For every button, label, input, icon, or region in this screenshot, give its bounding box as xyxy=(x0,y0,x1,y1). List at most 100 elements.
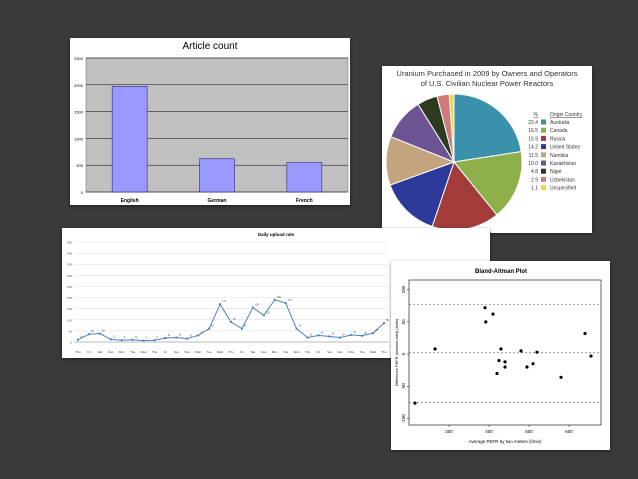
data-point xyxy=(87,333,90,336)
data-label: 30 xyxy=(320,331,323,334)
data-point xyxy=(240,327,243,330)
legend-percent: 14.2 xyxy=(528,145,538,151)
scatter-point xyxy=(583,331,587,336)
data-point xyxy=(230,321,232,323)
data-label: 20 xyxy=(342,334,345,337)
scatter-point xyxy=(589,354,593,358)
x-tick-label: 400 xyxy=(485,429,493,434)
weekday-label: Sat xyxy=(98,350,103,354)
data-point xyxy=(219,303,222,306)
y-tick-label: 100 xyxy=(67,318,72,322)
weekday-label: Sun xyxy=(338,350,344,354)
data-point xyxy=(262,314,265,317)
weekday-label: Tue xyxy=(360,350,365,354)
y-tick-label: 50 xyxy=(69,329,73,333)
y-tick-label: -50 xyxy=(401,383,406,390)
data-point xyxy=(164,337,167,339)
data-label: 155 xyxy=(255,304,260,307)
chart-title-line-1: Uranium Purchased in 2009 by Owners and … xyxy=(397,69,578,78)
legend-label: Australia xyxy=(550,120,570,126)
weekday-label: Mon xyxy=(272,350,278,354)
weekday-label: Wed xyxy=(294,350,300,354)
scatter-point xyxy=(491,312,495,316)
weekday-label: Mon xyxy=(119,350,125,354)
y-tick-label: 1000 xyxy=(74,136,84,141)
data-label: 175 xyxy=(288,299,293,302)
data-label: 20 xyxy=(178,334,181,337)
legend-label: Niger xyxy=(550,169,562,175)
data-point xyxy=(98,332,101,335)
data-point xyxy=(197,334,200,337)
uranium-pie-chart-panel: Uranium Purchased in 2009 by Owners and … xyxy=(382,66,592,233)
uranium-pie-chart: Uranium Purchased in 2009 by Owners and … xyxy=(385,69,583,231)
data-point xyxy=(284,302,287,305)
weekday-label: Tue xyxy=(130,350,135,354)
weekday-label: Thu xyxy=(228,350,234,354)
data-label: 85 xyxy=(386,319,389,322)
weekday-label: Thu xyxy=(305,350,311,354)
plot-frame xyxy=(408,279,602,426)
legend-percent: 10.0 xyxy=(528,161,538,167)
data-label: 12 xyxy=(113,335,116,338)
legend-header-label: Origin Country xyxy=(550,112,583,118)
bland-altman-plot-panel: Bland-Altman Plot 300 400 500 600 -100 -50 0 50 1… xyxy=(391,261,610,450)
weekday-label: Sat xyxy=(251,350,256,354)
data-point xyxy=(306,336,309,339)
data-label: 38 xyxy=(102,330,105,333)
data-label: 120 xyxy=(266,311,271,314)
bland-altman-plot: Bland-Altman Plot 300 400 500 600 -100 -50 0 50 1… xyxy=(394,269,602,444)
legend-percent: 2.9 xyxy=(531,177,538,183)
data-point xyxy=(350,333,353,336)
weekday-label: Fri xyxy=(317,350,321,354)
data-label: 190 xyxy=(277,296,282,299)
legend-label: United States xyxy=(550,145,581,151)
data-point xyxy=(77,338,79,341)
weekday-label: Mon xyxy=(348,350,354,354)
y-tick-label: 200 xyxy=(67,296,72,300)
data-point xyxy=(109,338,112,341)
legend-label: Namibia xyxy=(550,153,569,159)
y-tick-label: 250 xyxy=(67,285,72,289)
x-tick-label: 600 xyxy=(565,429,573,434)
legend-swatch xyxy=(541,119,546,125)
weekday-label: Sat xyxy=(327,350,332,354)
chart-title: Article count xyxy=(182,41,237,52)
x-tick-label: English xyxy=(121,198,139,204)
x-tick-label: 300 xyxy=(445,429,453,434)
data-point xyxy=(361,334,364,337)
pie-slice-canada xyxy=(453,151,523,216)
scatter-point xyxy=(413,401,417,405)
y-tick-label: 0 xyxy=(81,190,84,195)
weekday-label: Fri xyxy=(164,350,168,354)
y-tick-label: -100 xyxy=(401,414,406,424)
pie-slice-unspecified xyxy=(448,93,455,163)
legend-percent: 15.9 xyxy=(528,136,538,142)
data-point xyxy=(175,336,178,339)
y-tick-label: 350 xyxy=(67,263,72,267)
legend-percent: 22.4 xyxy=(528,120,538,126)
data-label: 32 xyxy=(353,331,356,334)
y-tick-label: 0 xyxy=(70,341,72,345)
legend-swatch xyxy=(541,135,546,141)
data-point xyxy=(120,339,123,342)
article-count-chart: Article count 0 500 1000 1500 2000 2500 English… xyxy=(74,41,349,204)
weekday-label: Mon xyxy=(195,350,201,354)
data-point xyxy=(295,327,298,330)
scatter-point xyxy=(531,362,535,366)
legend-label: Russia xyxy=(550,136,566,142)
legend-header-percent: % xyxy=(534,112,539,118)
data-point xyxy=(273,298,276,301)
data-label: 40 xyxy=(375,329,378,332)
data-label: 8 xyxy=(124,336,126,339)
bar-french xyxy=(286,162,323,193)
data-point xyxy=(142,339,145,342)
weekday-label: Wed xyxy=(370,350,376,354)
y-tick-label: 150 xyxy=(67,307,72,311)
pie-slice-australia xyxy=(453,93,522,163)
scatter-point xyxy=(433,347,437,351)
bar-english xyxy=(111,86,148,193)
y-tick-label: 300 xyxy=(67,274,72,278)
x-tick-label: French xyxy=(296,198,313,204)
data-label: 35 xyxy=(91,330,94,333)
daily-upload-rate-chart: Daily upload rate 0 50 100 150 200 250 300 350 40… xyxy=(67,232,389,354)
